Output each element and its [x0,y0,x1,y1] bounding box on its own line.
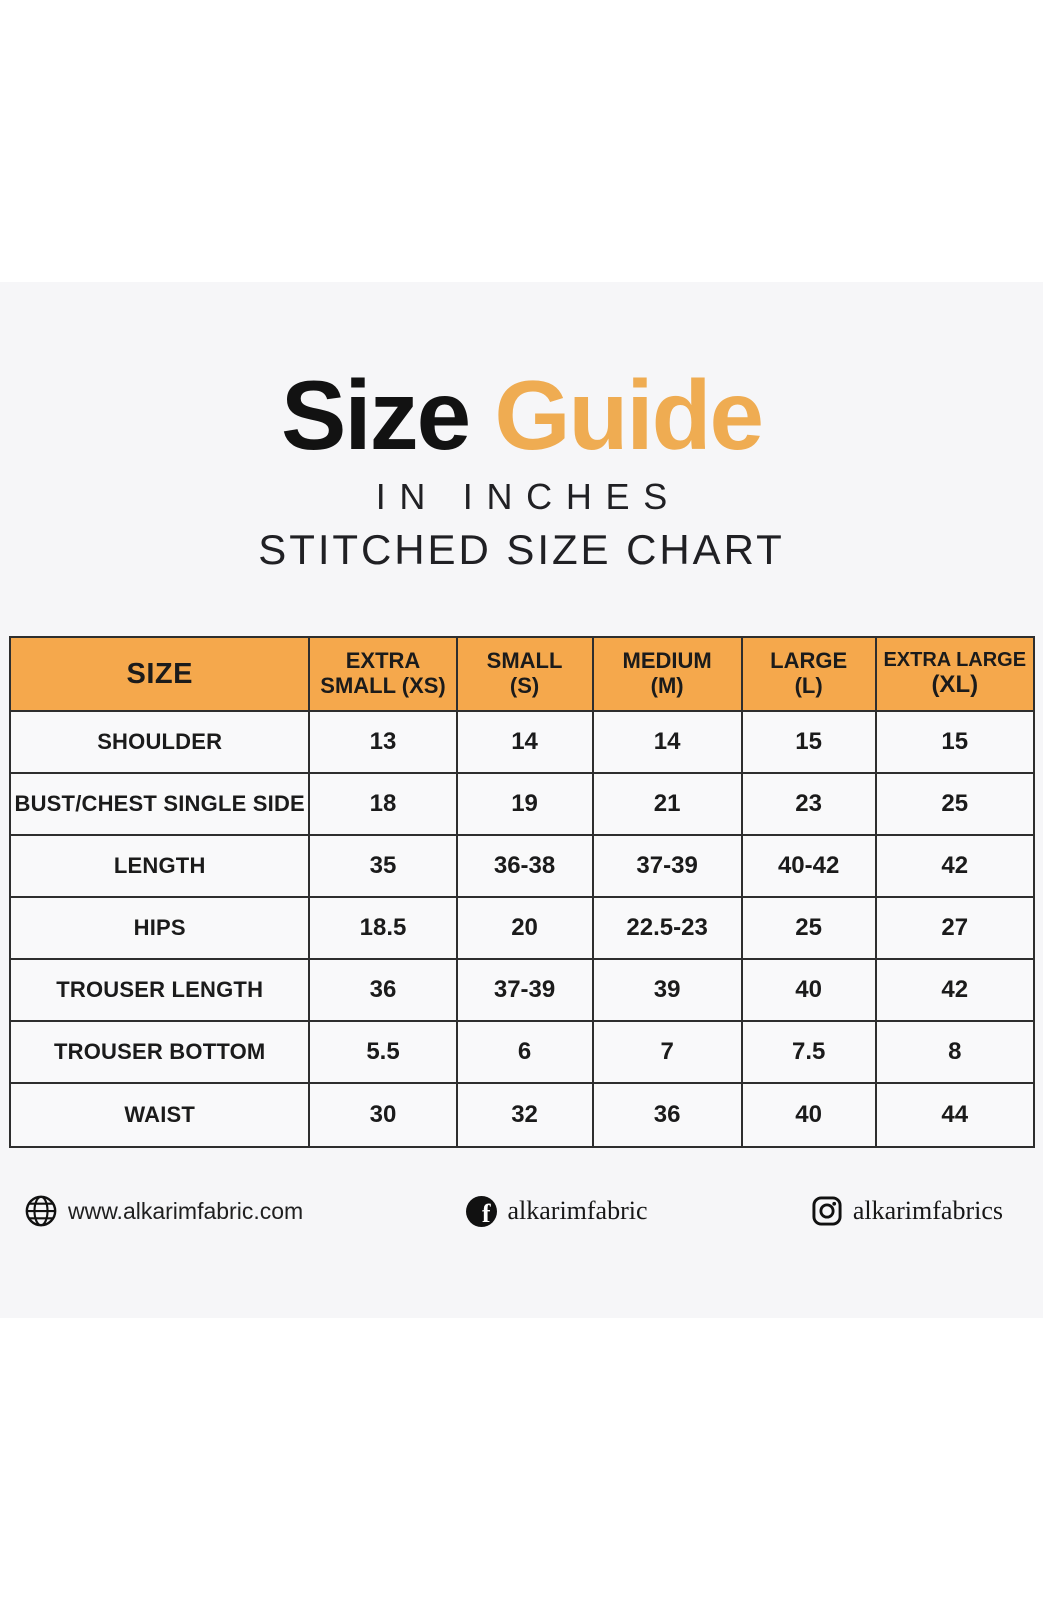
row-label-trouser-bottom: TROUSER BOTTOM [11,1022,311,1084]
cell-trouser-bottom-xl: 8 [876,1022,1033,1084]
instagram-handle: alkarimfabrics [852,1196,1003,1225]
subtitle-units: IN INCHES [375,476,681,517]
cell-waist-xs: 30 [310,1084,458,1146]
cell-shoulder-m: 14 [593,712,743,774]
cell-hips-l: 25 [742,898,877,960]
cell-waist-s: 32 [458,1084,594,1146]
cell-trouser-bottom-s: 6 [457,1022,594,1084]
subtitle-chart-type: STITCHED SIZE CHART [258,526,785,573]
footer-website: www.alkarimfabric.com [24,1194,303,1228]
cell-bust-l: 23 [742,774,877,836]
row-label-length: LENGTH [11,836,311,898]
page-title-orange: Guide [494,360,764,470]
row-label-waist: WAIST [11,1084,311,1146]
column-header-s: SMALL (S) [457,638,594,712]
column-header-size: SIZE [11,638,311,712]
column-header-label: (M) [650,673,684,698]
page-title-black: Size [280,360,471,470]
row-label-trouser-length: TROUSER LENGTH [11,960,311,1022]
content-panel: Size Guide IN INCHES STITCHED SIZE CHART… [0,282,1043,1318]
row-label-hips: HIPS [11,898,311,960]
cell-length-xl: 42 [876,836,1033,898]
cell-bust-xl: 25 [876,774,1033,836]
facebook-icon-letter: f [481,1199,491,1227]
cell-hips-s: 20 [457,898,594,960]
column-header-l: LARGE (L) [742,638,877,712]
column-header-label: LARGE [770,648,848,674]
cell-trouser-bottom-l: 7.5 [742,1022,877,1084]
cell-trouser-length-xs: 36 [310,960,458,1022]
cell-bust-xs: 18 [310,774,458,836]
footer-facebook: f alkarimfabric [466,1195,648,1227]
footer: www.alkarimfabric.com f alkarimfabric al… [24,1194,1003,1228]
cell-bust-s: 19 [457,774,594,836]
instagram-icon [811,1195,843,1227]
cell-waist-m: 36 [594,1084,743,1146]
column-header-label: SMALL (XS) [320,673,446,698]
website-url: www.alkarimfabric.com [68,1197,304,1224]
column-header-xs: EXTRA SMALL (XS) [310,638,458,712]
footer-instagram: alkarimfabrics [811,1195,1003,1227]
cell-trouser-length-m: 39 [593,960,743,1022]
column-header-label: (XL) [931,670,979,698]
column-header-label: MEDIUM [622,648,712,674]
cell-length-l: 40-42 [742,836,877,898]
column-header-label: EXTRA [345,648,421,674]
cell-trouser-bottom-m: 7 [593,1022,743,1084]
facebook-handle: alkarimfabric [507,1196,648,1225]
row-label-bust-chest: BUST/CHEST SINGLE SIDE [11,774,311,836]
column-header-label: SIZE [126,657,193,690]
cell-length-xs: 35 [310,836,458,898]
cell-trouser-length-xl: 42 [876,960,1033,1022]
globe-icon [24,1194,58,1228]
size-chart-table: SIZE EXTRA SMALL (XS) SMALL (S) MEDIUM (… [9,636,1035,1148]
cell-hips-m: 22.5-23 [593,898,743,960]
title-block: Size Guide IN INCHES STITCHED SIZE CHART [0,366,1043,574]
column-header-label: (S) [509,673,540,698]
cell-trouser-length-s: 37-39 [457,960,594,1022]
cell-shoulder-xl: 15 [876,712,1033,774]
column-header-xl: EXTRA LARGE (XL) [876,638,1033,712]
cell-hips-xl: 27 [876,898,1033,960]
cell-hips-xs: 18.5 [310,898,458,960]
cell-shoulder-l: 15 [742,712,877,774]
cell-waist-l: 40 [743,1084,877,1146]
cell-length-s: 36-38 [457,836,594,898]
facebook-icon: f [466,1195,498,1227]
column-header-label: (L) [794,673,823,698]
cell-trouser-bottom-xs: 5.5 [310,1022,458,1084]
column-header-m: MEDIUM (M) [593,638,743,712]
cell-trouser-length-l: 40 [742,960,877,1022]
row-label-shoulder: SHOULDER [11,712,311,774]
page-title: Size Guide [0,366,1043,464]
cell-length-m: 37-39 [593,836,743,898]
cell-bust-m: 21 [593,774,743,836]
cell-waist-xl: 44 [941,1100,969,1128]
cell-shoulder-xs: 13 [310,712,458,774]
column-header-label: EXTRA LARGE [883,649,1027,672]
cell-shoulder-s: 14 [457,712,594,774]
column-header-label: SMALL [486,648,563,674]
